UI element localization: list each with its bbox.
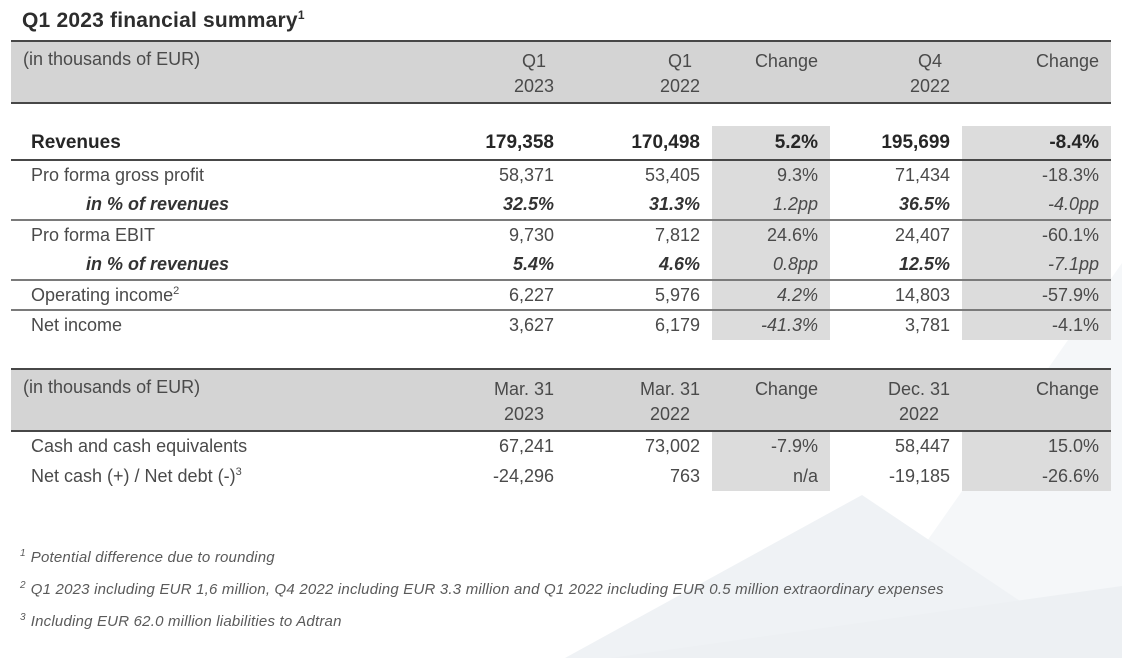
value-cell: 32.5% bbox=[445, 190, 566, 221]
value-cell: 5,976 bbox=[566, 280, 712, 311]
value-cell: 6,179 bbox=[654, 315, 700, 335]
column-header-q1-2023: Q1 2023 bbox=[445, 40, 566, 104]
change-cell: -7.1pp bbox=[962, 250, 1111, 281]
summary-header-row: (in thousands of EUR) Q1 2023 Q1 2022 Chan… bbox=[11, 40, 1111, 104]
unit-label: (in thousands of EUR) bbox=[11, 40, 445, 104]
table-row-gross-margin: in % of revenues 32.5% 31.3% 1.2pp 36.5%… bbox=[11, 190, 1111, 221]
page-title-superscript: 1 bbox=[297, 8, 305, 22]
value-cell: -24,296 bbox=[492, 465, 554, 486]
table-row-gross-profit: Pro forma gross profit 58,371 53,405 9.3… bbox=[11, 160, 1111, 190]
change-cell: 0.8pp bbox=[712, 250, 830, 281]
table-row-ebit: Pro forma EBIT 9,730 7,812 24.6% 24,407 … bbox=[11, 220, 1111, 250]
cash-position-table: (in thousands of EUR) Mar. 31 2023 Mar. 3… bbox=[11, 368, 1111, 491]
change-cell: -8.4% bbox=[962, 126, 1111, 161]
change-cell: 24.6% bbox=[712, 220, 830, 250]
value-cell: 170,498 bbox=[566, 126, 712, 161]
value-cell: 3,627 bbox=[508, 315, 554, 335]
row-label: Pro forma EBIT bbox=[31, 225, 156, 245]
value-cell: 195,699 bbox=[830, 126, 962, 161]
unit-label: (in thousands of EUR) bbox=[11, 368, 445, 432]
table-row-revenues: Revenues 179,358 170,498 5.2% 195,699 -8… bbox=[11, 126, 1111, 161]
value-cell: 12.5% bbox=[830, 250, 962, 281]
column-header-change-yoy: Change bbox=[712, 368, 830, 432]
footnote-3: 3 Including EUR 62.0 million liabilities … bbox=[20, 612, 342, 630]
table-row-operating-income: Operating income2 6,227 5,976 4.2% 14,80… bbox=[11, 280, 1111, 311]
change-cell: -18.3% bbox=[962, 160, 1111, 190]
value-cell: 179,358 bbox=[445, 126, 566, 161]
row-label: Pro forma gross profit bbox=[31, 165, 205, 185]
column-header-q4-2022: Q4 2022 bbox=[830, 40, 962, 104]
change-cell: n/a bbox=[712, 461, 830, 491]
row-label: Net cash (+) / Net debt (-)3 bbox=[31, 465, 242, 486]
value-cell: 36.5% bbox=[830, 190, 962, 221]
value-cell: 73,002 bbox=[644, 436, 700, 456]
value-cell: 763 bbox=[669, 465, 700, 486]
footnote-ref-3: 3 bbox=[235, 465, 242, 478]
column-header-change-qoq: Change bbox=[962, 368, 1111, 432]
row-label: Revenues bbox=[11, 126, 445, 161]
column-header-mar-31-2023: Mar. 31 2023 bbox=[445, 368, 566, 432]
column-header-dec-31-2022: Dec. 31 2022 bbox=[830, 368, 962, 432]
value-cell: 4.6% bbox=[566, 250, 712, 281]
footnote-1: 1 Potential difference due to rounding bbox=[20, 548, 275, 566]
value-cell: 7,812 bbox=[654, 225, 700, 245]
row-label: in % of revenues bbox=[11, 250, 445, 281]
footnote-ref-2: 2 bbox=[173, 284, 180, 297]
column-header-q1-2022: Q1 2022 bbox=[566, 40, 712, 104]
column-header-mar-31-2022: Mar. 31 2022 bbox=[566, 368, 712, 432]
change-cell: -57.9% bbox=[962, 280, 1111, 311]
row-label: Cash and cash equivalents bbox=[31, 436, 248, 456]
row-label: Operating income2 bbox=[11, 280, 445, 311]
table-row-net-cash: Net cash (+) / Net debt (-)3 -24,296 763… bbox=[11, 461, 1111, 491]
spacer-row bbox=[11, 103, 1111, 126]
change-cell: 9.3% bbox=[712, 160, 830, 190]
value-cell: 58,447 bbox=[894, 436, 950, 456]
page-title-text: Q1 2023 financial summary bbox=[22, 9, 298, 32]
change-cell: -26.6% bbox=[962, 461, 1111, 491]
column-header-change-yoy: Change bbox=[712, 40, 830, 104]
value-cell: 9,730 bbox=[508, 225, 554, 245]
table-row-net-income: Net income 3,627 6,179 -41.3% 3,781 -4.1… bbox=[11, 310, 1111, 340]
change-cell: 1.2pp bbox=[712, 190, 830, 221]
value-cell: 24,407 bbox=[894, 225, 950, 245]
financial-summary-table: (in thousands of EUR) Q1 2023 Q1 2022 Chan… bbox=[11, 40, 1111, 340]
value-cell: 71,434 bbox=[894, 165, 950, 185]
value-cell: 53,405 bbox=[644, 165, 700, 185]
table-row-ebit-margin: in % of revenues 5.4% 4.6% 0.8pp 12.5% -… bbox=[11, 250, 1111, 281]
change-cell: -4.0pp bbox=[962, 190, 1111, 221]
footnote-2: 2 Q1 2023 including EUR 1,6 million, Q4 2… bbox=[20, 580, 944, 598]
cash-header-row: (in thousands of EUR) Mar. 31 2023 Mar. 3… bbox=[11, 368, 1111, 432]
value-cell: 67,241 bbox=[498, 436, 554, 456]
value-cell: 3,781 bbox=[904, 315, 950, 335]
column-header-change-qoq: Change bbox=[962, 40, 1111, 104]
change-cell: -41.3% bbox=[712, 310, 830, 340]
value-cell: 58,371 bbox=[498, 165, 554, 185]
value-cell: 5.4% bbox=[445, 250, 566, 281]
row-label: Net income bbox=[31, 315, 123, 335]
change-cell: -7.9% bbox=[712, 431, 830, 461]
page-title: Q1 2023 financial summary1 bbox=[22, 8, 1122, 33]
change-cell: 5.2% bbox=[712, 126, 830, 161]
value-cell: 14,803 bbox=[830, 280, 962, 311]
change-cell: 15.0% bbox=[962, 431, 1111, 461]
value-cell: -19,185 bbox=[888, 465, 950, 486]
value-cell: 31.3% bbox=[566, 190, 712, 221]
table-row-cash: Cash and cash equivalents 67,241 73,002 … bbox=[11, 431, 1111, 461]
change-cell: 4.2% bbox=[712, 280, 830, 311]
value-cell: 6,227 bbox=[445, 280, 566, 311]
change-cell: -60.1% bbox=[962, 220, 1111, 250]
change-cell: -4.1% bbox=[962, 310, 1111, 340]
row-label: in % of revenues bbox=[11, 190, 445, 221]
